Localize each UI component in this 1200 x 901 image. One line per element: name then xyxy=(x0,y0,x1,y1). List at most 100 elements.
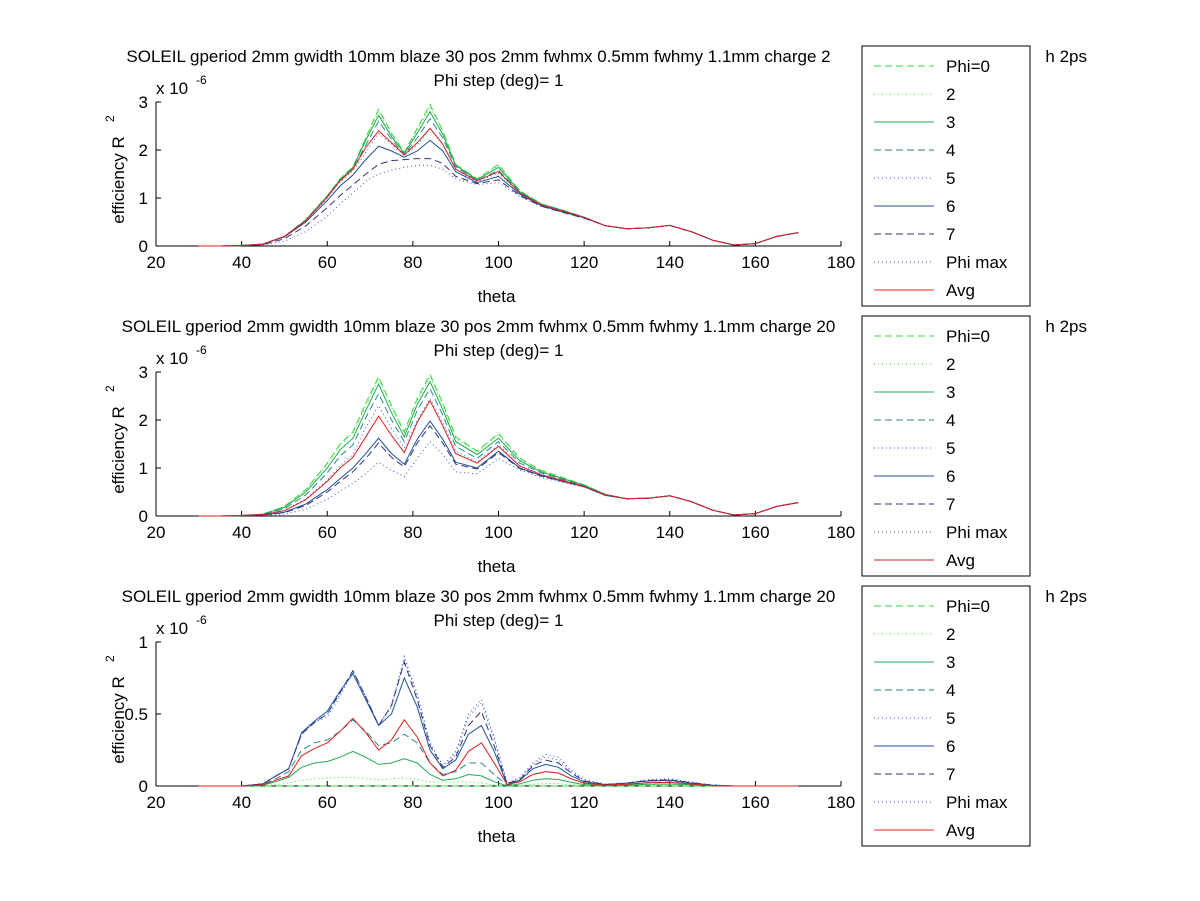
x-tick-label: 140 xyxy=(656,253,684,272)
series-line-8 xyxy=(198,654,799,787)
legend-label: Phi=0 xyxy=(946,327,990,346)
x-axis-label: theta xyxy=(478,287,516,306)
legend-label: 7 xyxy=(946,495,955,514)
legend-label: 5 xyxy=(946,439,955,458)
x-tick-label: 40 xyxy=(232,523,251,542)
x-tick-label: 100 xyxy=(484,523,512,542)
x-tick-label: 140 xyxy=(656,523,684,542)
legend-label: 2 xyxy=(946,85,955,104)
x-tick-label: 180 xyxy=(827,523,855,542)
legend-label: 2 xyxy=(946,625,955,644)
x-tick-label: 40 xyxy=(232,793,251,812)
y-tick-label: 1 xyxy=(139,633,148,652)
series-line-2 xyxy=(198,375,799,517)
x-tick-label: 120 xyxy=(570,793,598,812)
x-tick-label: 180 xyxy=(827,253,855,272)
legend-label: Phi=0 xyxy=(946,57,990,76)
x-tick-label: 80 xyxy=(403,253,422,272)
legend-label: 3 xyxy=(946,383,955,402)
y-axis-label-superscript: 2 xyxy=(103,385,117,392)
y-multiplier: x 10 xyxy=(156,349,188,368)
legend-label: 2 xyxy=(946,355,955,374)
y-multiplier: x 10 xyxy=(156,619,188,638)
chart-title-tail: h 2ps xyxy=(1045,47,1087,66)
x-tick-label: 100 xyxy=(484,793,512,812)
legend-label: 6 xyxy=(946,737,955,756)
y-multiplier: x 10 xyxy=(156,79,188,98)
x-tick-label: 20 xyxy=(147,253,166,272)
y-tick-label: 2 xyxy=(139,141,148,160)
series-lines xyxy=(198,103,799,247)
chart-title: SOLEIL gperiod 2mm gwidth 10mm blaze 30 … xyxy=(126,47,830,66)
subplot-1: SOLEIL gperiod 2mm gwidth 10mm blaze 30 … xyxy=(103,45,1087,307)
series-line-4 xyxy=(198,387,799,517)
series-lines xyxy=(198,654,799,787)
y-tick-label: 1 xyxy=(139,459,148,478)
y-axis-label: efficiency R xyxy=(109,676,128,764)
x-tick-label: 60 xyxy=(318,253,337,272)
x-tick-label: 140 xyxy=(656,793,684,812)
legend-label: 4 xyxy=(946,681,955,700)
x-tick-label: 160 xyxy=(741,253,769,272)
legend-box xyxy=(861,585,1031,847)
x-axis-label: theta xyxy=(478,827,516,846)
subplot-3: SOLEIL gperiod 2mm gwidth 10mm blaze 30 … xyxy=(103,585,1087,847)
series-line-9 xyxy=(198,127,799,247)
x-tick-label: 20 xyxy=(147,523,166,542)
x-tick-label: 120 xyxy=(570,253,598,272)
legend-label: Avg xyxy=(946,551,975,570)
series-line-9 xyxy=(198,399,799,517)
y-axis-label-superscript: 2 xyxy=(103,655,117,662)
legend-label: 3 xyxy=(946,653,955,672)
legend-label: Phi=0 xyxy=(946,597,990,616)
series-line-3 xyxy=(198,750,799,787)
series-line-4 xyxy=(198,719,799,787)
series-line-9 xyxy=(198,717,799,787)
x-tick-label: 100 xyxy=(484,253,512,272)
y-tick-label: 3 xyxy=(139,363,148,382)
y-tick-label: 0.5 xyxy=(124,705,148,724)
legend: Phi=0 2 3 4 5 6 7 Phi max Avg xyxy=(861,315,1031,577)
legend-label: 4 xyxy=(946,141,955,160)
legend: Phi=0 2 3 4 5 6 7 Phi max Avg xyxy=(861,45,1031,307)
legend-label: 3 xyxy=(946,113,955,132)
y-tick-label: 1 xyxy=(139,189,148,208)
legend-label: 5 xyxy=(946,709,955,728)
chart-title-tail: h 2ps xyxy=(1045,317,1087,336)
chart-title-tail: h 2ps xyxy=(1045,587,1087,606)
y-tick-label: 3 xyxy=(139,93,148,112)
x-tick-label: 20 xyxy=(147,793,166,812)
series-line-8 xyxy=(198,164,799,247)
legend: Phi=0 2 3 4 5 6 7 Phi max Avg xyxy=(861,585,1031,847)
chart-subtitle: Phi step (deg)= 1 xyxy=(434,341,564,360)
series-line-7 xyxy=(198,424,799,517)
series-lines xyxy=(198,373,799,517)
legend-label: 7 xyxy=(946,225,955,244)
x-tick-label: 180 xyxy=(827,793,855,812)
legend-label: 5 xyxy=(946,169,955,188)
x-tick-label: 80 xyxy=(403,523,422,542)
y-axis-label-group: efficiency R 2 xyxy=(103,655,128,764)
x-tick-label: 160 xyxy=(741,793,769,812)
legend-box xyxy=(861,45,1031,307)
legend-label: Avg xyxy=(946,281,975,300)
y-multiplier-exponent: -6 xyxy=(196,343,207,357)
legend-box xyxy=(861,315,1031,577)
y-tick-label: 0 xyxy=(139,507,148,526)
series-line-1 xyxy=(198,373,799,517)
legend-label: 7 xyxy=(946,765,955,784)
legend-label: 4 xyxy=(946,411,955,430)
legend-label: Phi max xyxy=(946,523,1008,542)
legend-label: 6 xyxy=(946,197,955,216)
y-tick-label: 2 xyxy=(139,411,148,430)
legend-label: Avg xyxy=(946,821,975,840)
legend-label: Phi max xyxy=(946,253,1008,272)
chart-title: SOLEIL gperiod 2mm gwidth 10mm blaze 30 … xyxy=(122,587,836,606)
legend-label: Phi max xyxy=(946,793,1008,812)
x-axis-label: theta xyxy=(478,557,516,576)
y-axis-label-superscript: 2 xyxy=(103,115,117,122)
chart-subtitle: Phi step (deg)= 1 xyxy=(434,71,564,90)
y-multiplier-exponent: -6 xyxy=(196,73,207,87)
chart-subtitle: Phi step (deg)= 1 xyxy=(434,611,564,630)
